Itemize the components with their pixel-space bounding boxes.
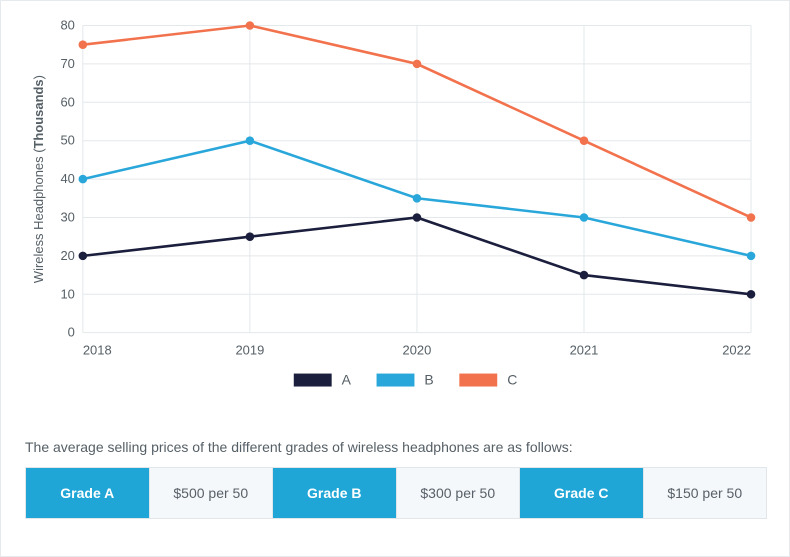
x-tick-label: 2020 bbox=[403, 343, 432, 358]
price-grade-value: $150 per 50 bbox=[643, 468, 767, 518]
series-C-point bbox=[79, 40, 88, 49]
x-tick-label: 2018 bbox=[83, 343, 112, 358]
y-axis-label: Wireless Headphones (Thousands) bbox=[31, 75, 46, 283]
series-A-point bbox=[246, 232, 255, 241]
legend-swatch-A bbox=[294, 374, 332, 387]
series-B-point bbox=[413, 194, 422, 203]
y-tick-label: 30 bbox=[60, 209, 74, 224]
y-tick-label: 10 bbox=[60, 286, 74, 301]
legend-swatch-B bbox=[377, 374, 415, 387]
price-table: Grade A$500 per 50Grade B$300 per 50Grad… bbox=[25, 467, 767, 519]
series-C-point bbox=[413, 60, 422, 69]
chart-card: 0 10 20 30 40 50 60 70 80 2018 2019 2020 2021 2022 Wir… bbox=[0, 0, 790, 557]
series-B-point bbox=[79, 175, 88, 184]
price-grade-label: Grade B bbox=[272, 468, 396, 518]
price-grade-label: Grade A bbox=[26, 468, 149, 518]
series-B-point bbox=[580, 213, 589, 222]
x-tick-label: 2019 bbox=[235, 343, 264, 358]
line-chart: 0 10 20 30 40 50 60 70 80 2018 2019 2020 2021 2022 Wir… bbox=[25, 11, 765, 411]
legend-label-C: C bbox=[507, 372, 517, 388]
y-tick-label: 50 bbox=[60, 133, 74, 148]
series-A-point bbox=[79, 252, 88, 261]
series-A-point bbox=[747, 290, 756, 299]
y-tick-label: 0 bbox=[68, 325, 75, 340]
price-caption: The average selling prices of the differ… bbox=[25, 439, 765, 455]
y-tick-label: 40 bbox=[60, 171, 74, 186]
series-C-point bbox=[580, 136, 589, 145]
y-tick-label: 20 bbox=[60, 248, 74, 263]
series-C-point bbox=[747, 213, 756, 222]
legend-label-B: B bbox=[424, 372, 433, 388]
y-tick-label: 60 bbox=[60, 94, 74, 109]
y-tick-label: 70 bbox=[60, 56, 74, 71]
series-C-point bbox=[246, 21, 255, 30]
x-tick-label: 2022 bbox=[722, 343, 751, 358]
chart-svg: 0 10 20 30 40 50 60 70 80 2018 2019 2020 2021 2022 Wir… bbox=[25, 11, 765, 411]
legend-swatch-C bbox=[459, 374, 497, 387]
series-A-point bbox=[413, 213, 422, 222]
price-grade-value: $300 per 50 bbox=[396, 468, 520, 518]
x-tick-label: 2021 bbox=[570, 343, 599, 358]
series-A-point bbox=[580, 271, 589, 280]
price-grade-label: Grade C bbox=[519, 468, 643, 518]
series-B-point bbox=[747, 252, 756, 261]
y-tick-label: 80 bbox=[60, 17, 74, 32]
series-B-point bbox=[246, 136, 255, 145]
price-grade-value: $500 per 50 bbox=[149, 468, 273, 518]
legend-label-A: A bbox=[342, 372, 352, 388]
